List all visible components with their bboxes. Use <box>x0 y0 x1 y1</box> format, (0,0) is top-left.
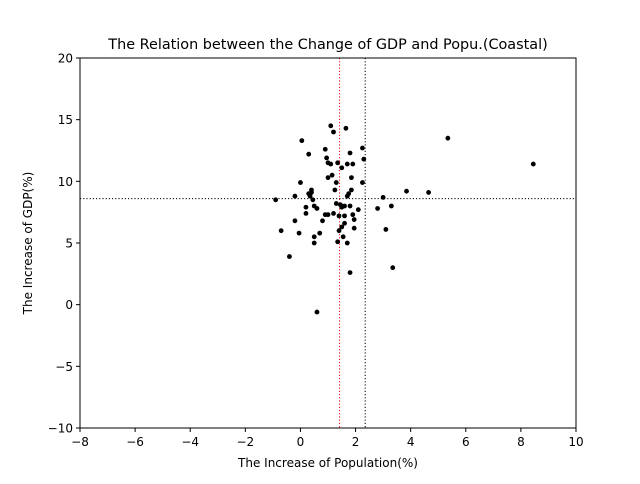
y-axis-ticks: −10 −5 0 5 10 15 20 <box>48 52 80 436</box>
chart-title: The Relation between the Change of GDP a… <box>107 37 547 53</box>
x-tick-label: 6 <box>462 435 470 449</box>
data-point-11 <box>306 151 312 157</box>
data-point-2 <box>278 228 284 234</box>
data-point-67 <box>361 156 367 162</box>
data-point-16 <box>310 197 316 203</box>
data-point-39 <box>335 239 341 245</box>
data-point-22 <box>317 230 323 236</box>
data-point-29 <box>325 175 331 181</box>
data-point-15 <box>309 187 314 193</box>
x-tick-label: 2 <box>352 435 360 449</box>
data-point-9 <box>303 204 309 210</box>
data-point-65 <box>360 145 365 151</box>
data-point-68 <box>375 206 380 211</box>
plot-area <box>80 58 576 428</box>
data-point-6 <box>296 230 302 236</box>
x-tick-label: 10 <box>568 435 583 449</box>
x-axis-label: The Increase of Population(%) <box>237 456 418 470</box>
data-point-61 <box>350 212 356 218</box>
data-point-48 <box>342 220 347 226</box>
data-point-70 <box>383 227 389 232</box>
data-point-13 <box>307 193 313 199</box>
x-tick-label: −8 <box>71 435 89 449</box>
x-tick-label: −6 <box>126 435 144 449</box>
data-point-74 <box>426 190 431 195</box>
data-point-60 <box>350 161 356 167</box>
data-point-50 <box>343 125 349 131</box>
x-tick-label: 0 <box>297 435 305 449</box>
data-point-56 <box>347 203 353 209</box>
data-point-31 <box>328 161 334 167</box>
data-point-7 <box>298 180 303 185</box>
data-point-53 <box>344 240 350 246</box>
data-point-33 <box>331 211 336 216</box>
data-point-51 <box>344 161 350 167</box>
data-point-23 <box>320 218 325 224</box>
data-point-69 <box>380 194 386 200</box>
data-point-49 <box>342 213 347 219</box>
data-point-73 <box>404 188 409 194</box>
data-point-5 <box>292 193 298 199</box>
data-point-47 <box>342 203 347 209</box>
x-axis-ticks: −8 −6 −4 −2 0 2 4 6 8 10 <box>71 428 584 449</box>
data-point-28 <box>325 212 331 218</box>
y-tick-label: 20 <box>58 52 73 66</box>
data-point-59 <box>349 175 354 181</box>
data-point-58 <box>349 187 354 193</box>
data-point-40 <box>336 213 342 219</box>
data-point-55 <box>347 150 353 156</box>
data-point-25 <box>322 146 328 152</box>
data-point-72 <box>390 265 396 271</box>
data-point-3 <box>287 254 292 259</box>
y-tick-label: 15 <box>58 113 73 127</box>
data-point-64 <box>355 207 361 213</box>
x-tick-label: −4 <box>181 435 199 449</box>
data-point-21 <box>314 309 320 315</box>
y-tick-label: −5 <box>55 360 73 374</box>
data-point-4 <box>292 218 298 224</box>
y-tick-label: −10 <box>48 422 73 436</box>
data-points <box>273 123 536 315</box>
data-point-38 <box>335 160 341 166</box>
reference-lines <box>80 58 576 428</box>
data-point-46 <box>340 234 346 240</box>
data-point-19 <box>311 234 317 240</box>
data-point-66 <box>360 180 365 185</box>
data-point-43 <box>339 224 345 230</box>
x-tick-label: 4 <box>407 435 415 449</box>
data-point-41 <box>336 228 342 234</box>
data-point-63 <box>351 225 357 231</box>
x-tick-label: 8 <box>517 435 525 449</box>
y-tick-label: 5 <box>65 237 73 251</box>
data-point-45 <box>339 165 345 171</box>
data-point-36 <box>333 180 339 185</box>
data-point-8 <box>299 138 305 144</box>
data-point-35 <box>332 187 338 193</box>
data-point-32 <box>329 172 335 178</box>
y-axis-label: The Increase of GDP(%) <box>21 172 35 316</box>
y-tick-label: 10 <box>58 175 73 189</box>
data-point-30 <box>328 123 334 129</box>
data-point-71 <box>388 203 394 209</box>
data-point-62 <box>351 217 357 222</box>
data-point-10 <box>303 211 309 216</box>
data-point-57 <box>347 270 353 275</box>
data-point-1 <box>273 197 279 203</box>
data-point-37 <box>333 201 339 206</box>
data-point-75 <box>445 135 451 141</box>
data-point-20 <box>314 206 320 211</box>
data-point-26 <box>324 155 330 161</box>
y-tick-label: 0 <box>65 298 73 312</box>
data-point-18 <box>311 240 317 246</box>
x-tick-label: −2 <box>236 435 254 449</box>
data-point-34 <box>331 129 336 135</box>
data-point-76 <box>530 161 536 167</box>
data-point-54 <box>346 191 352 197</box>
